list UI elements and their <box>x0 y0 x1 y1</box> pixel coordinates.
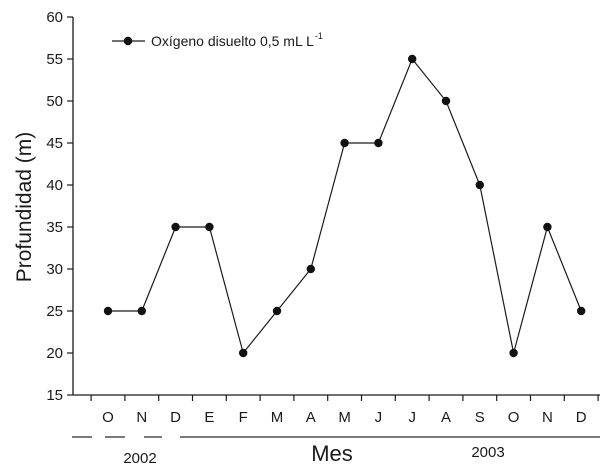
year-label-2002: 2002 <box>123 450 156 465</box>
data-point <box>272 306 282 316</box>
y-tick-label: 15 <box>46 387 63 404</box>
series-line <box>108 57 582 355</box>
data-point <box>374 138 383 148</box>
data-point <box>408 54 417 64</box>
data-point <box>509 348 518 358</box>
y-tick-label: 35 <box>46 219 63 236</box>
legend-marker <box>123 36 133 46</box>
x-tick-label: O <box>508 409 520 426</box>
y-tick-label: 60 <box>46 9 63 26</box>
legend-label-text: Oxígeno disuelto 0,5 mL L <box>151 33 314 49</box>
x-tick-label: J <box>408 409 416 426</box>
legend: Oxígeno disuelto 0,5 mL L-1 <box>112 31 323 49</box>
data-point <box>205 222 214 232</box>
x-tick-label: N <box>136 409 147 426</box>
data-point <box>475 180 484 190</box>
data-point <box>441 96 451 106</box>
x-tick-label: D <box>576 409 587 426</box>
y-tick-label: 20 <box>46 345 63 362</box>
x-tick-label: M <box>271 409 284 426</box>
year-groups: 2002 2003 <box>72 436 600 465</box>
y-tick-label: 30 <box>46 261 63 278</box>
data-point <box>137 306 146 316</box>
data-point <box>103 306 113 316</box>
y-axis: 15 20 25 30 35 40 45 50 55 60 <box>46 9 74 404</box>
x-tick-label: N <box>542 409 553 426</box>
x-tick-label: F <box>239 409 248 426</box>
x-tick-label: A <box>441 409 451 426</box>
x-tick-label: D <box>170 409 181 426</box>
legend-label: Oxígeno disuelto 0,5 mL L-1 <box>151 31 323 49</box>
data-point <box>340 138 349 148</box>
y-tick-label: 55 <box>46 51 63 68</box>
x-tick-label: A <box>306 409 316 426</box>
y-axis-label: Profundidad (m) <box>13 132 36 283</box>
y-tick-label: 25 <box>46 303 63 320</box>
x-tick-label: S <box>475 409 485 426</box>
y-tick-label: 50 <box>46 93 63 110</box>
x-tick-label: E <box>204 409 214 426</box>
x-axis-label: Mes <box>311 441 353 465</box>
data-point <box>543 222 552 232</box>
data-point <box>306 264 315 274</box>
data-point <box>577 306 586 316</box>
data-point <box>239 348 248 358</box>
x-tick-label: M <box>338 409 351 426</box>
x-tick-label: O <box>102 409 114 426</box>
data-point <box>171 222 180 232</box>
x-tick-label: J <box>375 409 383 426</box>
y-tick-label: 40 <box>46 177 63 194</box>
year-label-2003: 2003 <box>471 444 504 461</box>
series-plot <box>103 54 586 358</box>
legend-label-superscript: -1 <box>315 31 323 41</box>
y-tick-label: 45 <box>46 135 63 152</box>
